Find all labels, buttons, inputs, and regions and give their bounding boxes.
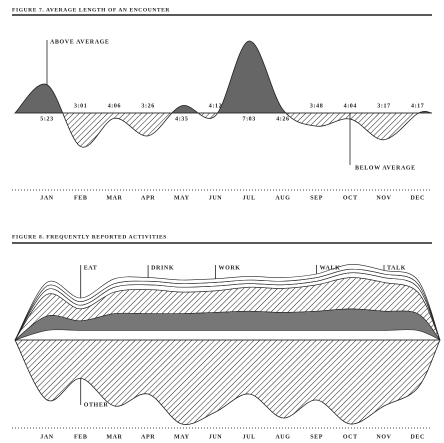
x-tick-label: OCT — [343, 434, 358, 440]
value-label: 4:17 — [411, 103, 424, 109]
x-tick-label: FEB — [74, 195, 87, 201]
x-tick-label: NOV — [376, 434, 391, 440]
value-label: 3:26 — [141, 103, 154, 109]
x-tick-label: JUN — [209, 434, 223, 440]
x-tick-label: AUG — [275, 434, 290, 440]
legend-label: TALK — [387, 265, 406, 271]
x-tick-label: MAR — [106, 434, 122, 440]
x-tick-label: MAR — [106, 195, 122, 201]
value-label: 4:26 — [276, 116, 289, 122]
x-tick-label: JUN — [209, 195, 223, 201]
legend-label: EAT — [84, 265, 98, 271]
area-below — [13, 113, 433, 148]
x-tick-label: FEB — [74, 434, 87, 440]
value-label: 3:01 — [74, 103, 87, 109]
legend-label: WORK — [219, 265, 241, 271]
value-label: 4:06 — [108, 103, 121, 109]
value-label: 4:35 — [175, 116, 188, 122]
x-tick-label: DEC — [410, 434, 424, 440]
x-tick-label: OCT — [343, 195, 358, 201]
x-tick-label: JUL — [243, 195, 256, 201]
x-tick-label: AUG — [275, 195, 290, 201]
x-tick-label: NOV — [376, 195, 391, 201]
value-label: 7:03 — [242, 116, 255, 122]
x-tick-label: SEP — [310, 434, 323, 440]
x-tick-label: APR — [141, 434, 155, 440]
x-tick-label: JAN — [40, 195, 54, 201]
chart-title: FIGURE 7. AVERAGE LENGTH OF AN ENCOUNTER — [12, 7, 170, 13]
x-tick-label: MAY — [174, 434, 190, 440]
legend-label: DRINK — [151, 265, 174, 271]
annotation: BELOW AVERAGE — [355, 165, 416, 171]
legend-label: WALK — [320, 265, 341, 271]
chart-title: FIGURE 8. FREQUENTLY REPORTED ACTIVITIES — [12, 234, 167, 240]
legend-label: OTHER — [84, 402, 109, 408]
stream-layer — [14, 339, 441, 425]
x-tick-label: APR — [141, 195, 155, 201]
annotation: ABOVE AVERAGE — [50, 39, 110, 45]
x-tick-label: DEC — [410, 195, 424, 201]
value-label: 3:48 — [310, 103, 323, 109]
value-label: 4:12 — [209, 103, 222, 109]
value-label: 4:04 — [344, 103, 357, 109]
x-tick-label: SEP — [310, 195, 323, 201]
x-tick-label: MAY — [174, 195, 190, 201]
value-label: 3:17 — [377, 103, 390, 109]
area-above — [14, 40, 433, 113]
value-label: 5:23 — [40, 116, 53, 122]
x-tick-label: JUL — [243, 434, 256, 440]
x-tick-label: JAN — [40, 434, 54, 440]
